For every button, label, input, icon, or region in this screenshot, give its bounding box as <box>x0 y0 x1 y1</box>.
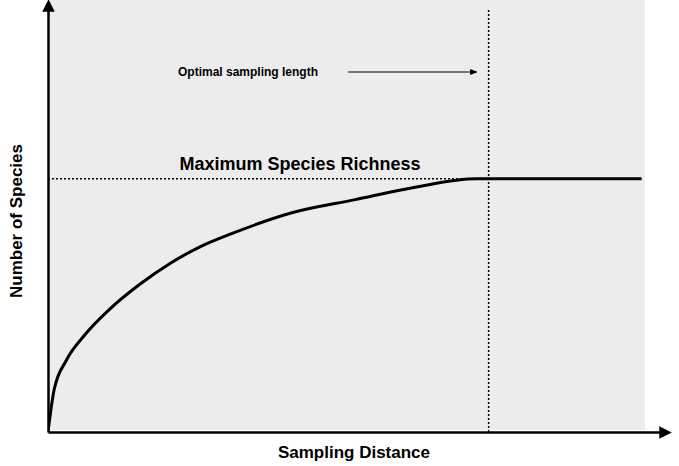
chart: Sampling Distance Number of Species Maximu… <box>0 0 679 466</box>
x-axis-title: Sampling Distance <box>278 443 430 462</box>
reference-hline <box>48 178 489 180</box>
y-axis-line <box>47 11 50 433</box>
plot-area <box>48 10 642 432</box>
vline-label: Optimal sampling length <box>178 65 318 79</box>
hline-label: Maximum Species Richness <box>179 154 420 174</box>
reference-vline <box>488 10 490 432</box>
y-axis-title: Number of Species <box>7 144 26 298</box>
species-curve <box>48 179 642 432</box>
x-axis <box>49 432 661 433</box>
background <box>50 0 645 430</box>
x-axis-line <box>49 431 661 434</box>
annotation-arrow <box>348 71 477 72</box>
y-axis <box>48 11 49 433</box>
